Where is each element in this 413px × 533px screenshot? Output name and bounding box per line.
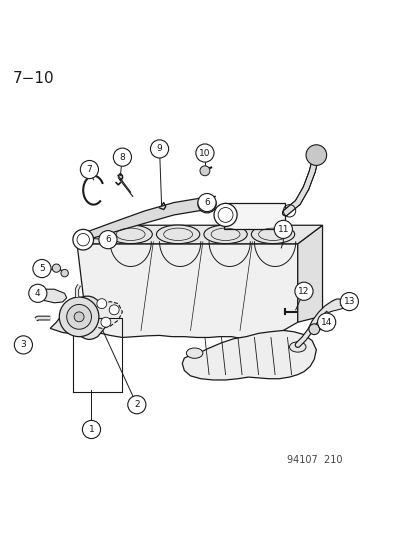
Circle shape (199, 166, 209, 176)
Text: 3: 3 (21, 341, 26, 350)
Polygon shape (77, 225, 322, 244)
Ellipse shape (204, 225, 247, 244)
Ellipse shape (251, 225, 294, 244)
Circle shape (305, 145, 326, 165)
Text: 7: 7 (86, 165, 92, 174)
Text: 8: 8 (119, 152, 125, 161)
Text: 2: 2 (134, 400, 139, 409)
Circle shape (97, 298, 107, 309)
Polygon shape (91, 302, 122, 328)
Circle shape (113, 148, 131, 166)
Text: 6: 6 (105, 235, 111, 244)
Circle shape (317, 313, 335, 332)
Text: 13: 13 (343, 297, 354, 306)
Text: 6: 6 (204, 198, 209, 207)
Circle shape (66, 304, 91, 329)
Ellipse shape (289, 342, 305, 352)
Circle shape (61, 269, 68, 277)
Text: 9: 9 (156, 144, 162, 154)
Polygon shape (79, 196, 215, 244)
Circle shape (101, 317, 111, 327)
Text: 14: 14 (320, 318, 332, 327)
Circle shape (99, 231, 117, 249)
Circle shape (109, 305, 119, 315)
Circle shape (150, 140, 168, 158)
Circle shape (59, 297, 99, 337)
Text: 10: 10 (199, 149, 210, 158)
Circle shape (80, 160, 98, 179)
Polygon shape (77, 244, 297, 338)
Ellipse shape (109, 225, 152, 244)
Circle shape (73, 229, 93, 250)
Text: 1: 1 (88, 425, 94, 434)
Circle shape (294, 282, 312, 300)
Circle shape (14, 336, 32, 354)
Ellipse shape (156, 225, 199, 244)
Polygon shape (50, 296, 108, 340)
Circle shape (82, 421, 100, 439)
Circle shape (214, 204, 237, 227)
Polygon shape (182, 330, 316, 380)
Text: 4: 4 (35, 289, 40, 298)
Circle shape (273, 220, 292, 238)
Circle shape (339, 293, 358, 311)
Circle shape (28, 284, 47, 302)
Circle shape (308, 324, 319, 335)
Circle shape (128, 395, 145, 414)
Text: 7−10: 7−10 (13, 70, 55, 85)
Circle shape (74, 312, 84, 322)
Text: 12: 12 (297, 287, 309, 296)
Circle shape (197, 193, 216, 212)
Polygon shape (223, 203, 285, 229)
Circle shape (33, 260, 51, 278)
Circle shape (197, 195, 216, 213)
Polygon shape (31, 289, 66, 303)
Text: 11: 11 (277, 225, 288, 234)
Ellipse shape (186, 348, 202, 358)
Circle shape (195, 144, 214, 162)
Circle shape (52, 264, 60, 272)
Text: 94107  210: 94107 210 (287, 455, 342, 465)
Text: 5: 5 (39, 264, 45, 273)
Polygon shape (297, 225, 322, 322)
